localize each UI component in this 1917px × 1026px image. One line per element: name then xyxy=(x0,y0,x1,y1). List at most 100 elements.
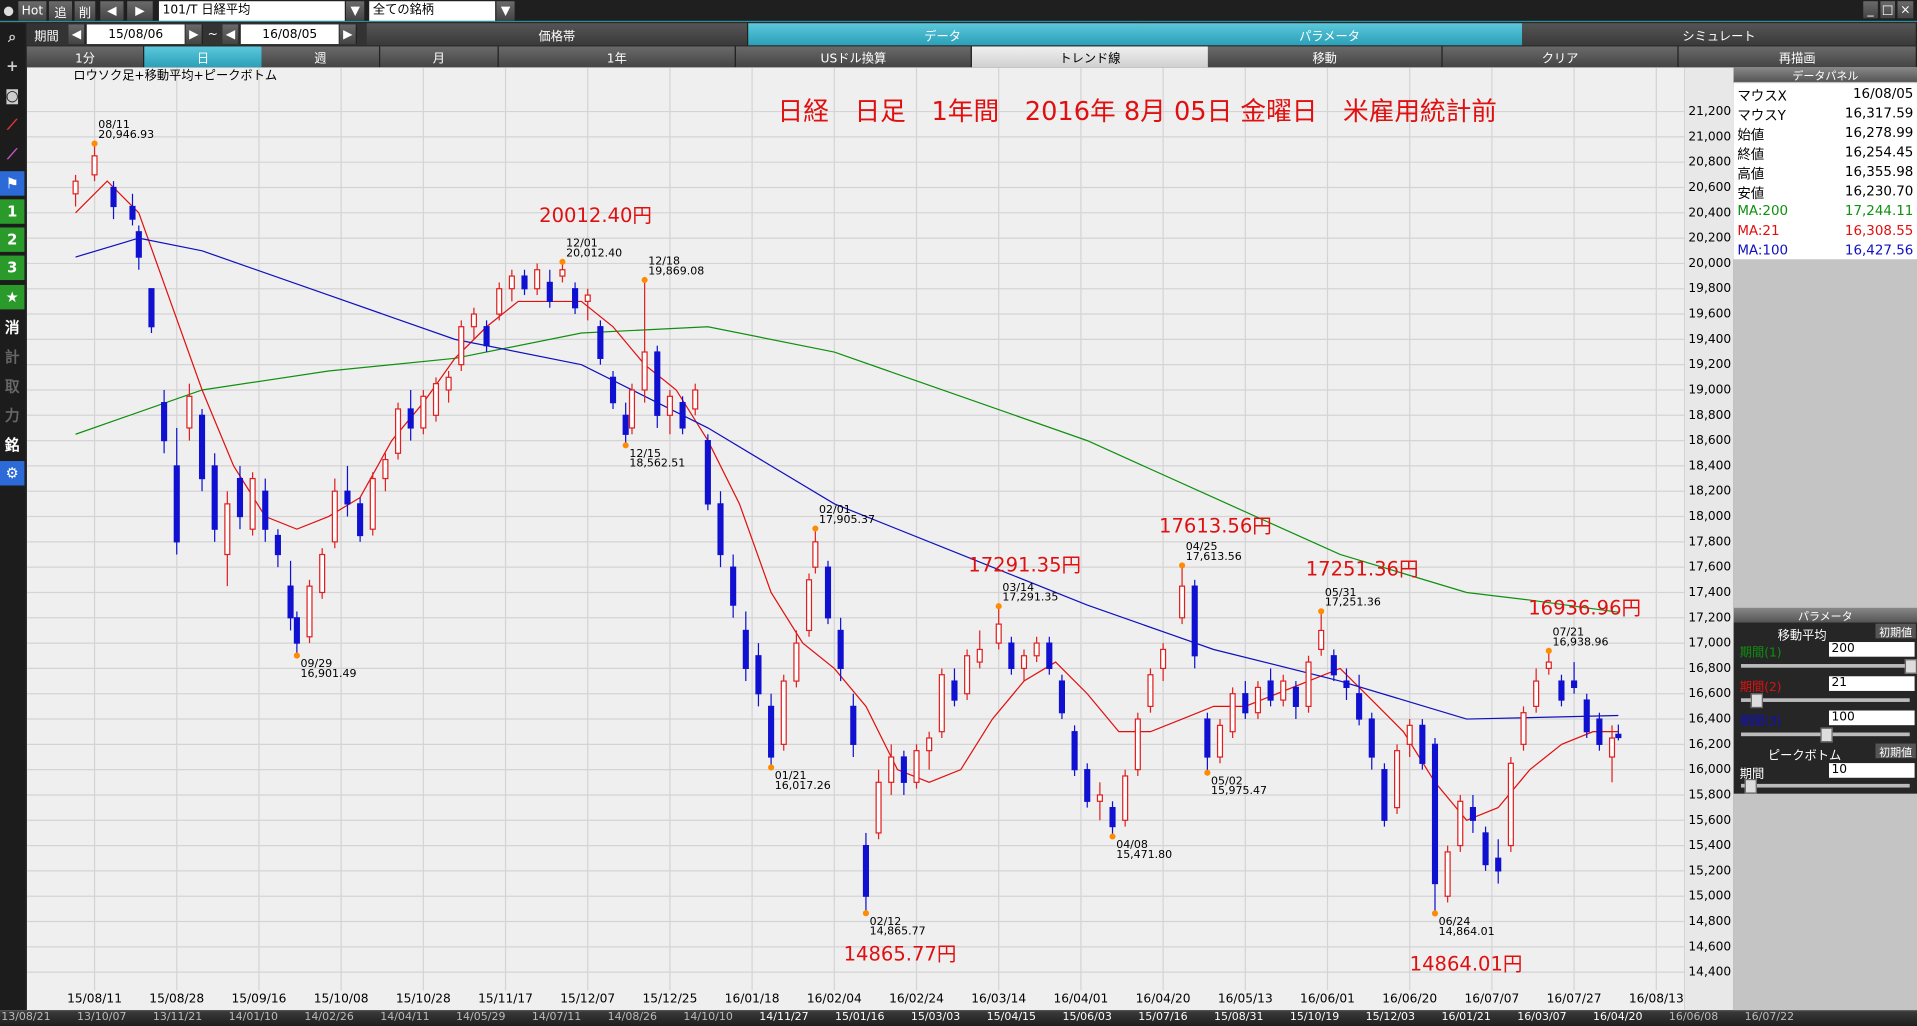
range-button[interactable]: 1年 xyxy=(498,46,737,68)
clear-button[interactable]: クリア xyxy=(1442,46,1679,68)
prev-button[interactable]: ◀ xyxy=(68,24,86,45)
candle-body xyxy=(1292,686,1299,707)
maximize-button[interactable]: □ xyxy=(1880,1,1897,19)
candle-body xyxy=(148,288,155,328)
peak-date: 04/08 xyxy=(1116,838,1148,851)
x-tick-label: 15/12/07 xyxy=(560,992,615,1006)
move-button[interactable]: 移動 xyxy=(1207,46,1443,68)
navigator-date: 15/07/16 xyxy=(1138,1011,1188,1024)
minimize-button[interactable]: _ xyxy=(1863,1,1880,19)
range-button[interactable]: 1分 xyxy=(26,46,145,68)
candle-body xyxy=(622,414,629,435)
y-tick-label: 17,600 xyxy=(1688,560,1731,574)
navigator-date: 15/01/16 xyxy=(835,1011,885,1024)
sidebar-item[interactable]: ★ xyxy=(0,284,25,310)
dropdown-arrow[interactable]: ▼ xyxy=(345,1,366,21)
usd-button[interactable]: USドル換算 xyxy=(736,46,972,68)
sidebar-item[interactable]: 銘 xyxy=(4,435,20,454)
tab[interactable]: パラメータ xyxy=(1137,23,1523,46)
candle-body xyxy=(995,623,1002,644)
navigator-date: 16/01/21 xyxy=(1441,1011,1491,1024)
navigator-date: 15/12/03 xyxy=(1365,1011,1416,1024)
dropdown-arrow[interactable]: ▼ xyxy=(496,1,516,21)
slider-thumb[interactable] xyxy=(1744,778,1757,794)
range-button[interactable]: 月 xyxy=(380,46,499,68)
chart-subtitle: ロウソク足+移動平均+ピークボトム xyxy=(73,68,277,82)
candle-body xyxy=(837,629,844,670)
y-tick-label: 20,000 xyxy=(1688,256,1731,270)
filter-select[interactable]: 全ての銘柄 xyxy=(369,1,496,21)
slider-thumb[interactable] xyxy=(1904,659,1917,674)
range-button[interactable]: 日 xyxy=(144,46,262,68)
next-button[interactable]: ▶ xyxy=(339,24,357,45)
candle-body xyxy=(913,750,920,783)
sidebar-item[interactable]: 2 xyxy=(0,227,25,252)
date-to[interactable]: 16/08/05 xyxy=(240,24,339,45)
y-tick-label: 19,400 xyxy=(1688,332,1731,346)
y-tick-label: 19,200 xyxy=(1688,357,1731,371)
date-from[interactable]: 15/08/06 xyxy=(86,24,185,45)
param-input[interactable]: 21 xyxy=(1829,676,1915,691)
candle-body xyxy=(964,655,971,695)
reset-button[interactable]: 初期値 xyxy=(1875,623,1916,640)
prev-button[interactable]: ◀ xyxy=(100,1,125,21)
search-icon[interactable]: ⌕ xyxy=(8,27,17,45)
navigator[interactable]: 13/08/21 13/10/07 13/11/21 14/01/10 14/02/26… xyxy=(0,1010,1917,1026)
peak-value: 17,251.36 xyxy=(1325,596,1381,609)
candle-body xyxy=(1457,800,1464,847)
x-tick-label: 16/07/27 xyxy=(1547,992,1602,1006)
redraw-button[interactable]: 再描画 xyxy=(1678,46,1917,68)
sidebar-item[interactable]: 消 xyxy=(4,318,20,336)
candle-body xyxy=(654,351,661,416)
sidebar-item[interactable]: 取 xyxy=(4,377,20,395)
slider-thumb[interactable] xyxy=(1750,693,1763,709)
x-tick-label: 16/02/04 xyxy=(807,992,862,1006)
candle-body xyxy=(1393,750,1401,809)
hot-button[interactable]: Hot xyxy=(18,1,48,21)
plus-icon[interactable]: + xyxy=(6,57,19,75)
param-input[interactable]: 200 xyxy=(1829,642,1915,657)
period-label: 期間 xyxy=(34,29,59,44)
param-input[interactable]: 10 xyxy=(1829,763,1915,778)
slider-thumb[interactable] xyxy=(1820,727,1833,743)
settings-icon[interactable]: ⚙ xyxy=(0,461,25,486)
next-button[interactable]: ▶ xyxy=(127,1,155,21)
symbol-select[interactable]: 101/T 日経平均 xyxy=(158,1,345,21)
y-tick-label: 17,200 xyxy=(1688,610,1731,624)
flag-icon[interactable]: ⚑ xyxy=(0,171,25,196)
range-button[interactable]: 週 xyxy=(261,46,381,68)
delete-button[interactable]: 削 xyxy=(74,1,97,21)
candle-body xyxy=(1507,762,1514,847)
add-button[interactable]: 追 xyxy=(48,1,74,21)
tab[interactable]: 価格帯 xyxy=(366,23,749,46)
sidebar-item[interactable]: 計 xyxy=(4,347,20,366)
prev-button[interactable]: ◀ xyxy=(222,24,240,45)
chart-icon[interactable]: ⟋ xyxy=(7,144,18,163)
sidebar-item[interactable]: 3 xyxy=(0,255,25,281)
tab[interactable]: データ xyxy=(748,23,1138,46)
candle-body xyxy=(1254,686,1262,714)
candle-body xyxy=(926,737,933,752)
sidebar-item[interactable]: 1 xyxy=(0,199,25,224)
close-button[interactable]: × xyxy=(1897,1,1915,19)
candle-body xyxy=(1242,693,1249,714)
trend-button[interactable]: トレンド線 xyxy=(971,46,1208,68)
peak-date: 05/02 xyxy=(1211,774,1243,787)
annotation: 14865.77円 xyxy=(844,943,957,966)
param-input[interactable]: 100 xyxy=(1829,710,1915,726)
reset-button[interactable]: 初期値 xyxy=(1875,743,1916,759)
tab[interactable]: シミュレート xyxy=(1522,23,1917,46)
peak-marker xyxy=(812,525,819,532)
candle-body xyxy=(1109,807,1116,828)
sidebar-item[interactable]: 力 xyxy=(4,406,20,424)
camera-icon[interactable]: ◙ xyxy=(5,86,20,104)
candle-body xyxy=(357,503,364,537)
y-tick-label: 15,600 xyxy=(1688,813,1731,827)
candle-body xyxy=(641,351,648,391)
chart-icon[interactable]: ⟋ xyxy=(7,115,18,133)
candle-body xyxy=(534,269,541,290)
peak-value: 20,946.93 xyxy=(98,128,154,141)
x-tick-label: 15/12/25 xyxy=(642,992,697,1006)
next-button[interactable]: ▶ xyxy=(185,24,203,45)
candle-body xyxy=(1058,680,1066,714)
